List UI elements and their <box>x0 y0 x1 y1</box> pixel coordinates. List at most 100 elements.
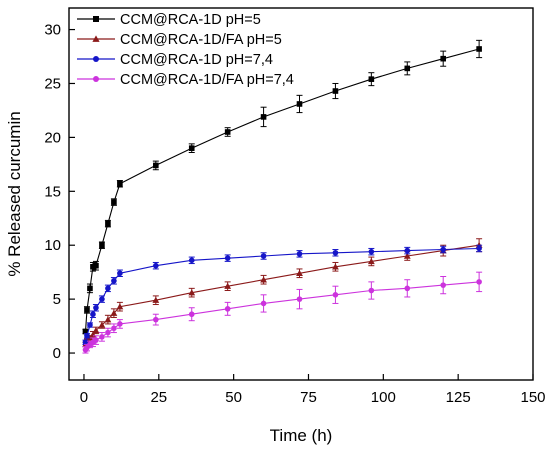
data-point <box>92 327 100 334</box>
data-point <box>110 309 118 316</box>
data-point <box>93 337 99 343</box>
y-tick-label: 5 <box>53 291 61 308</box>
data-point <box>367 257 375 265</box>
data-point <box>368 248 375 255</box>
data-point <box>90 311 96 318</box>
data-point <box>404 65 411 72</box>
data-point <box>403 252 411 259</box>
x-axis-title: Time (h) <box>270 426 333 445</box>
data-point <box>105 329 111 336</box>
legend-label: CCM@RCA-1D pH=7,4 <box>120 52 273 68</box>
data-point <box>87 285 93 292</box>
data-point <box>99 242 105 249</box>
data-point <box>440 246 446 253</box>
data-point <box>476 279 482 285</box>
data-point <box>111 325 117 332</box>
data-point <box>224 282 232 289</box>
x-tick-label: 150 <box>520 389 545 406</box>
data-point <box>82 339 89 346</box>
series-line <box>84 48 480 332</box>
data-point <box>224 129 231 135</box>
data-point <box>117 321 123 327</box>
data-point <box>404 285 411 292</box>
series-line <box>84 247 480 343</box>
data-point <box>332 88 339 94</box>
data-point <box>296 296 303 302</box>
series-1 <box>82 39 483 335</box>
data-point <box>188 289 196 296</box>
data-point <box>111 199 117 205</box>
data-point <box>260 300 267 307</box>
data-point <box>93 304 99 311</box>
data-point <box>98 321 106 328</box>
legend: CCM@RCA-1D pH=5 CCM@RCA-1D/FA pH=5 CCM@RCA… <box>77 12 294 88</box>
data-point <box>82 328 89 335</box>
y-tick-label: 30 <box>44 22 61 39</box>
data-point <box>260 276 267 283</box>
legend-item-3: CCM@RCA-1D pH=7,4 <box>77 52 273 68</box>
data-point <box>296 251 303 257</box>
data-point <box>224 255 231 261</box>
data-point <box>111 278 117 284</box>
x-axis: 0 25 50 75 100 125 150 <box>80 374 546 406</box>
data-point <box>104 316 112 323</box>
data-point <box>476 245 482 252</box>
data-point <box>153 316 159 323</box>
legend-item-2: CCM@RCA-1D/FA pH=5 <box>77 32 282 48</box>
x-tick-label: 50 <box>225 389 242 406</box>
data-point <box>440 282 446 288</box>
data-point <box>296 269 303 276</box>
data-point <box>84 307 90 313</box>
data-point <box>404 247 411 254</box>
data-point <box>116 303 124 310</box>
data-point <box>93 262 99 269</box>
y-tick-label: 10 <box>44 237 61 254</box>
data-point <box>153 162 159 169</box>
x-tick-label: 100 <box>371 389 396 406</box>
data-point <box>368 76 375 82</box>
data-point <box>99 334 105 340</box>
data-point <box>188 311 195 318</box>
data-point <box>260 253 267 259</box>
y-axis: 0 5 10 15 20 25 30 <box>44 22 75 362</box>
legend-item-4: CCM@RCA-1D/FA pH=7,4 <box>77 72 294 88</box>
data-point <box>105 285 111 292</box>
series-line <box>85 281 480 351</box>
data-point <box>99 296 105 302</box>
legend-marker <box>92 35 100 42</box>
legend-marker <box>93 76 99 82</box>
data-point <box>260 114 267 120</box>
y-axis-title: % Released curcumin <box>5 111 24 276</box>
data-point <box>90 263 96 270</box>
x-tick-label: 25 <box>150 389 167 406</box>
y-tick-label: 0 <box>53 345 61 362</box>
plot-frame <box>68 7 534 381</box>
data-point <box>153 262 159 269</box>
legend-marker <box>93 16 99 22</box>
series-3 <box>82 244 483 346</box>
legend-label: CCM@RCA-1D/FA pH=5 <box>120 32 282 48</box>
series-line <box>85 244 480 345</box>
data-point <box>332 249 339 256</box>
data-point <box>224 306 231 312</box>
x-tick-label: 75 <box>300 389 317 406</box>
data-point <box>476 46 482 52</box>
data-point <box>117 270 123 277</box>
data-point <box>117 180 123 187</box>
data-point <box>332 292 339 298</box>
y-tick-label: 25 <box>44 75 61 92</box>
series-4 <box>82 271 483 354</box>
legend-item-1: CCM@RCA-1D pH=5 <box>77 12 261 28</box>
legend-marker <box>93 56 99 62</box>
data-point <box>296 101 303 107</box>
data-point <box>188 257 195 264</box>
legend-label: CCM@RCA-1D/FA pH=7,4 <box>120 72 294 88</box>
data-point <box>84 332 90 339</box>
data-point <box>332 263 339 270</box>
x-tick-label: 0 <box>80 389 88 406</box>
series-2 <box>82 238 483 348</box>
data-point <box>105 220 111 227</box>
y-tick-label: 15 <box>44 183 61 200</box>
data-point <box>440 55 446 62</box>
